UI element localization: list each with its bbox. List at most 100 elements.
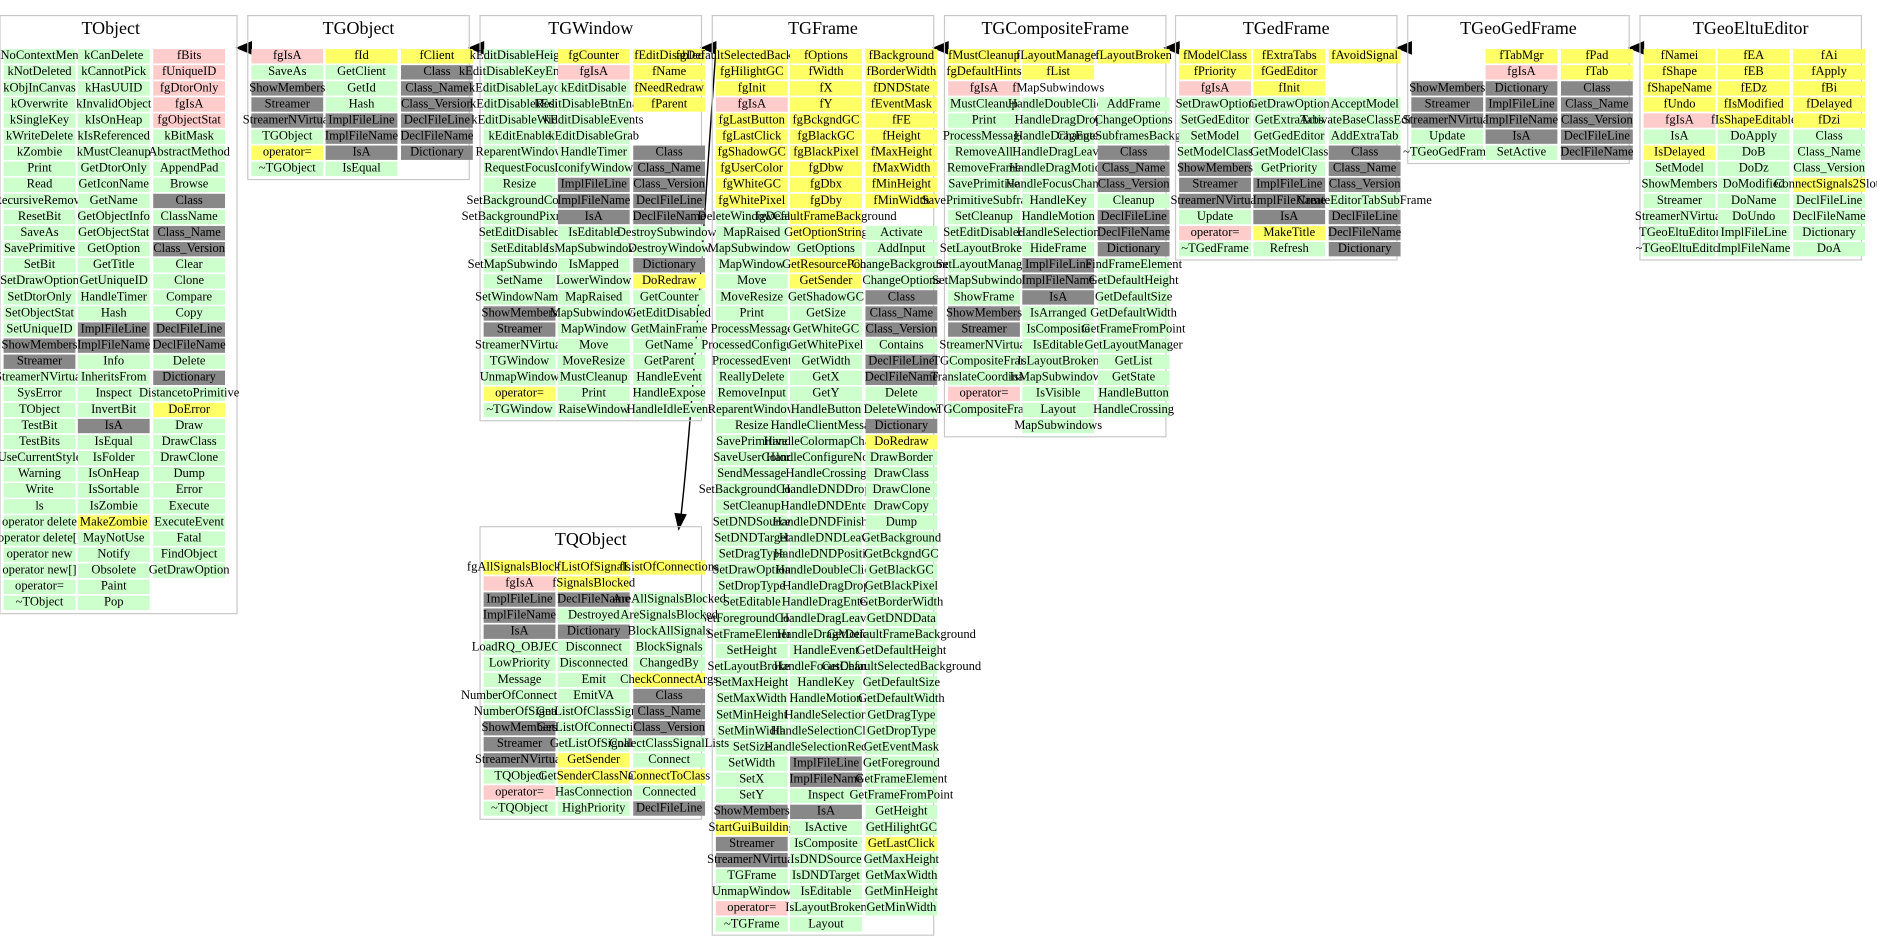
member-cell: [77, 97, 150, 112]
class-nodes: TObject kNoContextMenu kNotDeleted kObjInCa…: [0, 14, 1877, 936]
member-label: IsA: [585, 209, 603, 223]
member-cell: [1253, 145, 1326, 160]
member-cell: [3, 49, 76, 64]
member-label: GetResourcePool: [782, 257, 870, 271]
member-cell: [1328, 193, 1401, 209]
member-cell: [948, 65, 1020, 80]
member-label: Draw: [175, 418, 203, 432]
member-cell: [153, 515, 226, 530]
member-label: ImplFileLine: [1256, 177, 1323, 191]
member-cell: [790, 483, 862, 498]
member-cell: [483, 241, 556, 257]
member-label: ReparentWindow: [708, 402, 796, 416]
member-label: SetBackgroundColor: [467, 193, 574, 207]
member-label: ShowMembers: [1177, 161, 1253, 175]
member-cell: [483, 672, 556, 688]
member-label: Class: [423, 64, 450, 78]
member-cell: [77, 49, 150, 64]
member-label: Pop: [104, 595, 124, 609]
member-label: SetBit: [24, 257, 56, 271]
member-cell: [715, 724, 788, 739]
member-label: fMapSubwindows: [1012, 80, 1104, 94]
member-cell: [865, 177, 938, 193]
member-label: Obsolete: [91, 563, 136, 577]
member-cell: [865, 370, 938, 385]
member-cell: [1022, 161, 1095, 176]
member-cell: [633, 322, 706, 337]
member-cell: [790, 595, 862, 611]
member-label: Destroyed: [568, 608, 620, 622]
member-label: fWidth: [808, 64, 844, 78]
member-cell: [3, 209, 76, 225]
member-cell: [1643, 113, 1716, 128]
member-label: Class_Name: [1565, 96, 1629, 110]
member-label: fBi: [1821, 80, 1838, 94]
member-cell: [1717, 65, 1790, 80]
member-label: fgObjectStat: [157, 112, 221, 126]
member-label: GetModelClass: [1250, 145, 1328, 159]
member-label: SetModel: [1191, 129, 1240, 143]
member-cell: [153, 129, 226, 144]
member-label: HandleSelectionClear: [771, 723, 882, 737]
member-label: fListOfConnections: [619, 559, 719, 573]
member-cell: [633, 672, 706, 688]
member-label: HandleKey: [797, 675, 855, 689]
member-cell: [251, 49, 324, 64]
member-label: SysError: [17, 386, 62, 400]
member-cell: [1022, 49, 1095, 64]
member-cell: [153, 563, 226, 578]
class-title: TGWindow: [548, 18, 633, 38]
member-label: ImplFileLine: [81, 321, 148, 335]
member-cell: [948, 177, 1020, 193]
member-label: ExecuteEvent: [154, 514, 224, 528]
member-cell: [865, 708, 938, 723]
member-cell: [865, 531, 938, 546]
member-cell: [3, 290, 76, 305]
member-cell: [483, 274, 556, 289]
class-node: TQObject fgAllSignalsBlocked fgIsA ImplFile…: [461, 526, 729, 820]
member-label: SetWindowName: [475, 289, 564, 303]
member-cell: [715, 820, 788, 836]
member-label: fgCounter: [568, 48, 620, 62]
member-cell: [3, 113, 76, 128]
member-cell: [401, 49, 473, 64]
member-label: kZombie: [17, 145, 63, 159]
member-cell: [1022, 113, 1095, 128]
member-cell: [557, 801, 630, 816]
member-cell: [1485, 97, 1558, 112]
member-label: kEditDisableGrab: [548, 129, 639, 143]
member-label: GetState: [1112, 370, 1156, 384]
member-cell: [948, 225, 1020, 241]
member-label: TGFrame: [727, 868, 776, 882]
member-cell: [251, 97, 324, 112]
member-label: AreAllSignalsBlocked: [612, 591, 726, 605]
member-cell: [557, 161, 630, 176]
member-cell: [1253, 161, 1326, 176]
member-cell: [715, 627, 788, 643]
member-cell: [865, 467, 938, 482]
arrowhead: [235, 40, 252, 55]
member-cell: [483, 576, 556, 591]
member-cell: [1022, 129, 1095, 144]
member-cell: [790, 499, 862, 514]
member-cell: [790, 81, 862, 96]
member-label: ls: [35, 498, 43, 512]
member-label: Class: [656, 145, 683, 159]
member-label: AcceptModel: [1331, 96, 1400, 110]
member-cell: [865, 81, 938, 96]
member-cell: [633, 592, 706, 607]
member-cell: [1253, 129, 1326, 144]
member-cell: [1022, 193, 1095, 209]
member-cell: [1022, 370, 1095, 385]
member-label: fgBlackGC: [797, 129, 854, 143]
member-cell: [715, 643, 788, 659]
member-cell: [715, 901, 788, 916]
member-cell: [1022, 322, 1095, 337]
member-cell: [633, 145, 706, 160]
member-cell: [251, 129, 324, 144]
member-cell: [77, 418, 150, 434]
member-label: Warning: [18, 466, 62, 480]
member-cell: [325, 81, 398, 96]
member-cell: [153, 113, 226, 128]
member-cell: [1717, 161, 1790, 176]
